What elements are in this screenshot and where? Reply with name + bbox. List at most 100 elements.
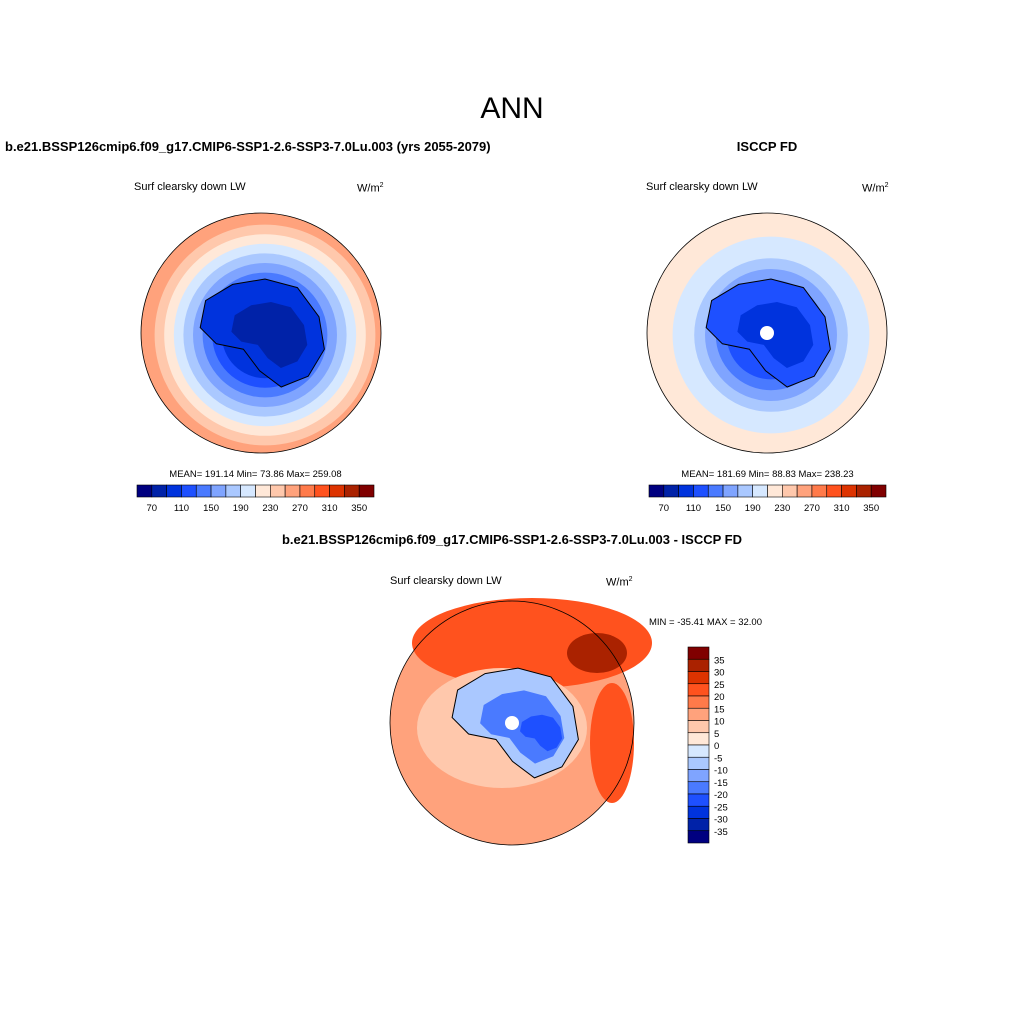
panel2-stats: MEAN= 181.69 Min= 88.83 Max= 238.23 bbox=[681, 469, 854, 480]
colorbar-box bbox=[687, 671, 710, 685]
colorbar-tick-label: 310 bbox=[834, 503, 850, 514]
colorbar-box bbox=[693, 484, 709, 498]
colorbar-box bbox=[687, 646, 710, 660]
colorbar-box bbox=[358, 484, 375, 498]
panel2-map bbox=[646, 212, 888, 454]
colorbar-tick-label: -30 bbox=[714, 815, 728, 826]
colorbar-box bbox=[687, 744, 710, 758]
colorbar-box bbox=[752, 484, 768, 498]
colorbar-box bbox=[687, 720, 710, 734]
panel1-variable: Surf clearsky down LW bbox=[134, 181, 246, 193]
colorbar-box bbox=[687, 695, 710, 709]
map-border bbox=[140, 212, 382, 454]
panel1-map bbox=[140, 212, 382, 454]
panel3-units: W/m2 bbox=[606, 576, 633, 589]
colorbar-box bbox=[136, 484, 153, 498]
colorbar-box bbox=[678, 484, 694, 498]
colorbar-tick-label: 25 bbox=[714, 680, 725, 691]
colorbar-tick-label: 35 bbox=[714, 655, 725, 666]
colorbar-box bbox=[687, 683, 710, 697]
colorbar-tick-label: 10 bbox=[714, 717, 725, 728]
colorbar-box bbox=[687, 805, 710, 819]
contour-band bbox=[590, 683, 634, 803]
panel1-title: b.e21.BSSP126cmip6.f09_g17.CMIP6-SSP1-2.… bbox=[5, 139, 491, 154]
colorbar-box bbox=[687, 793, 710, 807]
colorbar-box bbox=[687, 781, 710, 795]
colorbar-box bbox=[870, 484, 887, 498]
colorbar-tick-label: 20 bbox=[714, 692, 725, 703]
colorbar-box bbox=[255, 484, 271, 498]
contour-band bbox=[737, 302, 814, 368]
map-border bbox=[389, 600, 635, 846]
colorbar-box bbox=[270, 484, 286, 498]
panel2-title: ISCCP FD bbox=[736, 139, 798, 154]
colorbar-tick-label: 270 bbox=[804, 503, 820, 514]
panel1-stats: MEAN= 191.14 Min= 73.86 Max= 259.08 bbox=[169, 469, 342, 480]
contour-band bbox=[231, 302, 308, 368]
colorbar-tick-label: 15 bbox=[714, 704, 725, 715]
colorbar-tick-label: 110 bbox=[174, 503, 189, 514]
colorbar-box bbox=[195, 484, 212, 498]
colorbar-box bbox=[826, 484, 842, 498]
colorbar-box bbox=[722, 484, 739, 498]
colorbar-box bbox=[856, 484, 872, 498]
colorbar-box bbox=[707, 484, 724, 498]
colorbar-box bbox=[151, 484, 167, 498]
colorbar-tick-label: -25 bbox=[714, 802, 728, 813]
colorbar-tick-label: 30 bbox=[714, 668, 725, 679]
colorbar-box bbox=[314, 484, 330, 498]
colorbar-box bbox=[687, 769, 710, 783]
colorbar-box bbox=[687, 756, 710, 770]
colorbar-box bbox=[687, 830, 710, 844]
colorbar-box bbox=[284, 484, 301, 498]
panel2-units: W/m2 bbox=[862, 182, 889, 195]
colorbar-tick-label: 350 bbox=[863, 503, 879, 514]
colorbar-box bbox=[166, 484, 182, 498]
colorbar-tick-label: 70 bbox=[659, 503, 670, 514]
panel3-stats: MIN = -35.41 MAX = 32.00 bbox=[649, 617, 763, 628]
colorbar-tick-label: 190 bbox=[233, 503, 249, 514]
contour-band bbox=[520, 714, 563, 752]
panel1-units: W/m2 bbox=[357, 182, 384, 195]
colorbar-box bbox=[225, 484, 241, 498]
colorbar-tick-label: 350 bbox=[351, 503, 367, 514]
colorbar-tick-label: -35 bbox=[714, 827, 728, 838]
colorbar-tick-label: 230 bbox=[774, 503, 790, 514]
colorbar-tick-label: 190 bbox=[745, 503, 761, 514]
colorbar-box bbox=[687, 818, 710, 832]
colorbar-box bbox=[811, 484, 828, 498]
colorbar-box bbox=[767, 484, 783, 498]
colorbar-box bbox=[240, 484, 256, 498]
pole-mask bbox=[760, 326, 774, 340]
colorbar-tick-label: -15 bbox=[714, 778, 728, 789]
colorbar-tick-label: 110 bbox=[686, 503, 701, 514]
colorbar-box bbox=[687, 658, 710, 672]
panel3-map bbox=[389, 598, 652, 846]
colorbar-box bbox=[648, 484, 665, 498]
main-title: ANN bbox=[480, 92, 544, 125]
colorbar-tick-label: -5 bbox=[714, 753, 722, 764]
colorbar-box bbox=[210, 484, 227, 498]
colorbar-box bbox=[782, 484, 798, 498]
colorbar-box bbox=[796, 484, 813, 498]
pole-mask bbox=[505, 716, 519, 730]
colorbar-tick-label: 70 bbox=[147, 503, 158, 514]
colorbar-box bbox=[344, 484, 360, 498]
colorbar-tick-label: 230 bbox=[262, 503, 278, 514]
contour-band bbox=[567, 633, 627, 673]
colorbar-tick-label: 150 bbox=[203, 503, 219, 514]
colorbar-box bbox=[687, 732, 710, 746]
panel2-variable: Surf clearsky down LW bbox=[646, 181, 758, 193]
colorbar-tick-label: -20 bbox=[714, 790, 728, 801]
colorbar-tick-label: 150 bbox=[715, 503, 731, 514]
colorbar-box bbox=[841, 484, 857, 498]
colorbar-tick-label: 310 bbox=[322, 503, 338, 514]
panel3-title: b.e21.BSSP126cmip6.f09_g17.CMIP6-SSP1-2.… bbox=[281, 532, 742, 547]
colorbar-box bbox=[299, 484, 316, 498]
colorbar-box bbox=[329, 484, 345, 498]
map-border bbox=[646, 212, 888, 454]
colorbar-tick-label: 5 bbox=[714, 729, 719, 740]
colorbar-tick-label: 0 bbox=[714, 741, 719, 752]
